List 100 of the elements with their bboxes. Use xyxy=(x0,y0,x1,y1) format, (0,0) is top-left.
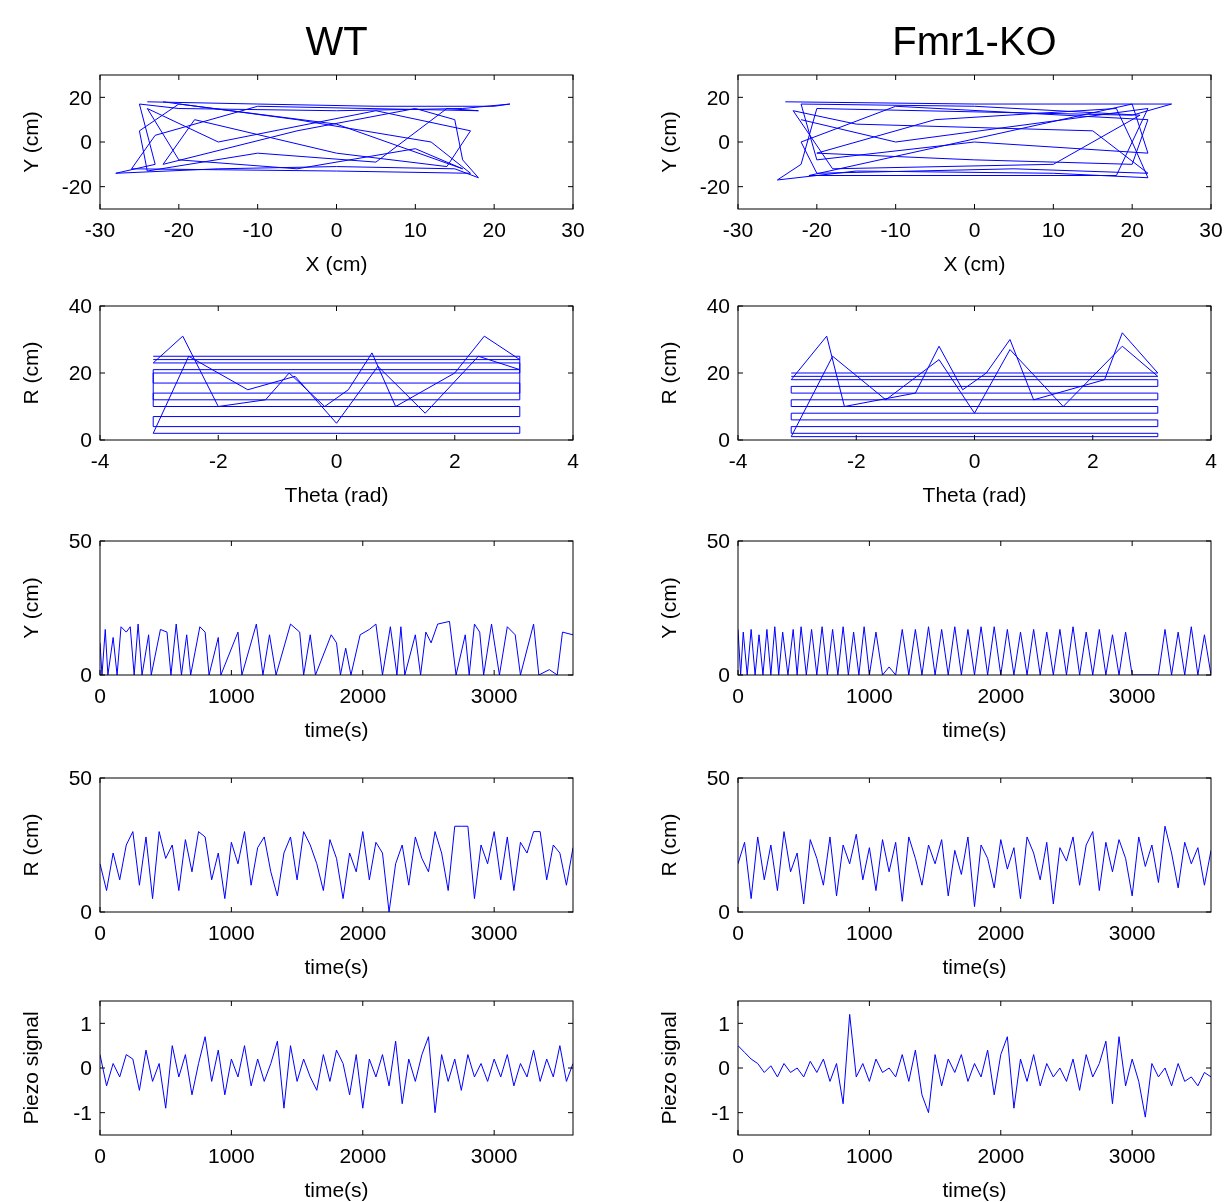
x-tick-label: 1000 xyxy=(208,921,255,944)
x-tick-label: 0 xyxy=(94,921,106,944)
x-axis-title: X (cm) xyxy=(305,252,368,275)
line-series xyxy=(776,101,1173,181)
y-tick-label: 50 xyxy=(706,766,730,790)
y-axis-title: R (cm) xyxy=(657,813,680,877)
x-tick-label: 2000 xyxy=(977,1144,1025,1167)
x-axis-title: X (cm) xyxy=(943,252,1006,275)
chart-title: Fmr1-KO xyxy=(892,19,1057,63)
x-tick-label: 1000 xyxy=(208,1144,255,1167)
x-tick-label: 3000 xyxy=(470,921,518,944)
line-series xyxy=(100,620,573,675)
x-tick-label: 0 xyxy=(968,218,981,241)
y-tick-label: 40 xyxy=(68,294,92,318)
y-tick-label: 0 xyxy=(718,130,730,154)
line-series xyxy=(152,335,521,434)
line-series xyxy=(100,1036,573,1114)
y-tick-label: 0 xyxy=(718,663,730,687)
x-tick-label: 2000 xyxy=(977,684,1025,707)
x-tick-label: 0 xyxy=(732,684,744,707)
x-tick-label: 0 xyxy=(330,218,343,241)
y-tick-label: 40 xyxy=(706,294,730,318)
x-tick-label: 0 xyxy=(732,1144,744,1167)
x-tick-label: 2000 xyxy=(339,1144,387,1167)
x-tick-label: 0 xyxy=(94,1144,106,1167)
x-tick-label: 2000 xyxy=(977,921,1025,944)
line-series xyxy=(100,825,573,912)
x-axis-title: Theta (rad) xyxy=(922,483,1027,506)
x-tick-label: -10 xyxy=(880,218,911,241)
x-tick-label: -20 xyxy=(801,218,833,241)
y-tick-label: 0 xyxy=(718,428,730,452)
x-tick-label: 3000 xyxy=(1108,921,1156,944)
x-tick-label: -4 xyxy=(90,449,110,472)
x-tick-label: 10 xyxy=(403,218,428,241)
x-tick-label: 1000 xyxy=(846,921,893,944)
y-tick-label: 0 xyxy=(80,130,92,154)
x-axis-title: time(s) xyxy=(942,955,1007,978)
x-tick-label: -4 xyxy=(728,449,748,472)
y-tick-label: 0 xyxy=(80,900,92,924)
x-axis-title: time(s) xyxy=(942,718,1007,741)
x-tick-label: 30 xyxy=(561,218,585,241)
x-tick-label: -20 xyxy=(163,218,195,241)
x-tick-label: 4 xyxy=(567,449,580,472)
x-tick-label: -10 xyxy=(242,218,273,241)
y-tick-label: 50 xyxy=(68,766,92,790)
x-tick-label: 2000 xyxy=(339,921,387,944)
y-tick-label: 50 xyxy=(706,529,730,553)
y-tick-label: 20 xyxy=(706,361,730,385)
y-axis-title: Piezo signal xyxy=(19,1011,42,1125)
y-tick-label: 20 xyxy=(706,85,730,109)
line-series xyxy=(790,332,1159,438)
y-tick-label: 20 xyxy=(68,85,92,109)
x-tick-label: 0 xyxy=(968,449,981,472)
y-tick-label: -1 xyxy=(73,1101,92,1125)
line-series xyxy=(738,1013,1211,1118)
line-series xyxy=(115,101,511,179)
y-axis-title: Y (cm) xyxy=(657,577,680,639)
y-axis-title: R (cm) xyxy=(19,813,42,877)
x-axis-title: time(s) xyxy=(304,1178,369,1201)
y-tick-label: 1 xyxy=(80,1011,92,1035)
x-tick-label: 3000 xyxy=(1108,684,1156,707)
x-axis-title: time(s) xyxy=(304,955,369,978)
line-series xyxy=(738,825,1211,908)
y-tick-label: 50 xyxy=(68,529,92,553)
y-tick-label: -20 xyxy=(699,175,730,199)
x-tick-label: 4 xyxy=(1205,449,1218,472)
y-tick-label: 0 xyxy=(718,1056,730,1080)
y-axis-title: Piezo signal xyxy=(657,1011,680,1125)
x-axis-title: time(s) xyxy=(304,718,369,741)
line-series xyxy=(738,626,1211,675)
x-tick-label: 2 xyxy=(1086,449,1099,472)
x-tick-label: 1000 xyxy=(846,684,893,707)
x-tick-label: 0 xyxy=(94,684,106,707)
x-tick-label: 20 xyxy=(1120,218,1144,241)
x-tick-label: 30 xyxy=(1199,218,1223,241)
x-tick-label: 1000 xyxy=(846,1144,893,1167)
y-tick-label: -20 xyxy=(61,175,92,199)
y-axis-title: R (cm) xyxy=(657,341,680,405)
y-axis-title: Y (cm) xyxy=(657,111,680,173)
x-tick-label: 3000 xyxy=(470,684,518,707)
y-tick-label: 0 xyxy=(80,428,92,452)
x-tick-label: 20 xyxy=(482,218,506,241)
x-axis-title: time(s) xyxy=(942,1178,1007,1201)
x-tick-label: -30 xyxy=(84,218,116,241)
x-axis-title: Theta (rad) xyxy=(284,483,389,506)
x-tick-label: 0 xyxy=(732,921,744,944)
x-tick-label: 3000 xyxy=(1108,1144,1156,1167)
y-axis-title: Y (cm) xyxy=(19,577,42,639)
y-tick-label: -1 xyxy=(711,1101,730,1125)
chart-title: WT xyxy=(305,19,368,63)
y-tick-label: 1 xyxy=(718,1011,730,1035)
y-tick-label: 0 xyxy=(80,663,92,687)
x-tick-label: 3000 xyxy=(470,1144,518,1167)
x-tick-label: 0 xyxy=(330,449,343,472)
x-tick-label: -30 xyxy=(722,218,754,241)
x-tick-label: 2 xyxy=(448,449,461,472)
y-tick-label: 20 xyxy=(68,361,92,385)
y-axis-title: R (cm) xyxy=(19,341,42,405)
x-tick-label: 1000 xyxy=(208,684,255,707)
x-tick-label: -2 xyxy=(846,449,866,472)
